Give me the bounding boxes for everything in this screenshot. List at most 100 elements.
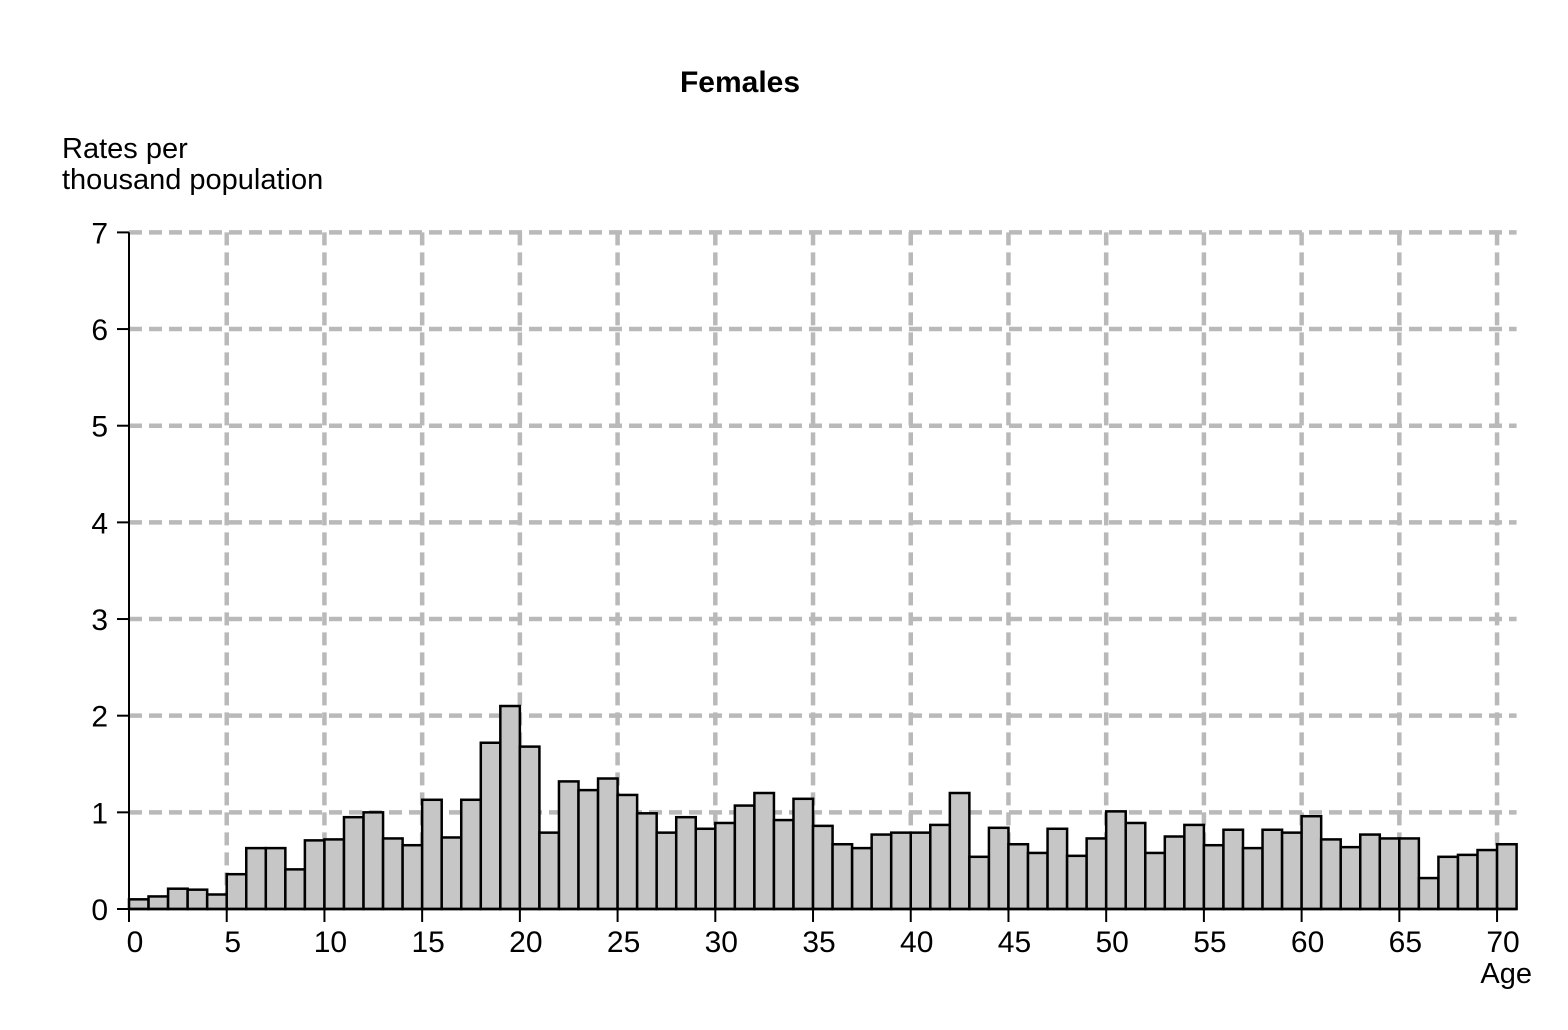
bar bbox=[1319, 838, 1342, 911]
x-tick-label: 35 bbox=[802, 926, 835, 959]
bar bbox=[968, 855, 991, 911]
bar bbox=[1007, 842, 1030, 911]
bar bbox=[362, 811, 385, 911]
bar bbox=[1261, 828, 1284, 911]
bar bbox=[870, 833, 893, 911]
bar bbox=[264, 846, 287, 911]
bar bbox=[1241, 846, 1264, 911]
bar bbox=[245, 846, 268, 911]
y-tick-label: 3 bbox=[91, 604, 108, 637]
bar bbox=[1476, 848, 1499, 911]
y-tick-label: 1 bbox=[91, 797, 108, 830]
bar bbox=[1124, 821, 1147, 911]
y-tick-label: 7 bbox=[91, 217, 108, 250]
bar bbox=[538, 831, 561, 911]
x-tick-label: 60 bbox=[1291, 926, 1324, 959]
bar bbox=[186, 888, 209, 911]
bar bbox=[459, 798, 483, 911]
bar bbox=[987, 826, 1010, 911]
x-tick-label: 25 bbox=[607, 926, 640, 959]
bar bbox=[714, 821, 737, 911]
x-tick-label: 40 bbox=[900, 926, 933, 959]
bar bbox=[811, 824, 834, 911]
bar bbox=[127, 898, 150, 911]
x-tick-label: 65 bbox=[1389, 926, 1422, 959]
x-tick-label: 15 bbox=[411, 926, 444, 959]
bar bbox=[1202, 843, 1225, 911]
bar bbox=[499, 704, 522, 911]
y-axis-title-line2: thousand population bbox=[62, 164, 324, 196]
bar bbox=[596, 777, 619, 911]
bar bbox=[342, 815, 365, 911]
y-axis-title-line1: Rates per bbox=[62, 133, 188, 165]
bar bbox=[1163, 835, 1186, 911]
bar bbox=[831, 842, 854, 911]
bar bbox=[1065, 854, 1088, 911]
bar bbox=[381, 837, 404, 911]
bar bbox=[401, 843, 424, 911]
bar bbox=[1378, 837, 1401, 911]
bar bbox=[303, 839, 326, 911]
y-tick-label: 0 bbox=[91, 894, 108, 927]
bar bbox=[518, 745, 541, 911]
bar bbox=[655, 831, 678, 911]
x-tick-label: 55 bbox=[1193, 926, 1226, 959]
y-tick-label: 5 bbox=[91, 411, 108, 444]
bar bbox=[284, 868, 307, 911]
x-tick-label: 50 bbox=[1095, 926, 1128, 959]
x-tick-label: 10 bbox=[314, 926, 347, 959]
x-tick-label: 30 bbox=[705, 926, 738, 959]
bar bbox=[225, 872, 248, 911]
bar bbox=[1437, 855, 1460, 911]
bar bbox=[1280, 831, 1303, 911]
bar bbox=[889, 831, 912, 911]
bar bbox=[1046, 827, 1069, 911]
bar bbox=[1300, 814, 1323, 911]
bar bbox=[1144, 851, 1167, 911]
bar bbox=[147, 895, 170, 911]
bar bbox=[1222, 828, 1245, 911]
bar bbox=[323, 838, 346, 911]
bar bbox=[616, 793, 639, 911]
bar bbox=[1104, 810, 1127, 911]
bar bbox=[674, 815, 698, 911]
y-tick-label: 6 bbox=[91, 314, 108, 347]
bar bbox=[772, 818, 795, 911]
bar bbox=[557, 780, 580, 911]
bar bbox=[1456, 853, 1479, 911]
x-tick-label: 45 bbox=[998, 926, 1031, 959]
bar bbox=[850, 846, 873, 911]
bar bbox=[1026, 851, 1049, 911]
bar bbox=[929, 823, 952, 911]
x-tick-label: 5 bbox=[224, 926, 241, 959]
y-tick-label: 2 bbox=[91, 701, 108, 734]
y-axis-title: Rates per thousand population bbox=[62, 134, 323, 196]
y-tick-label: 4 bbox=[91, 507, 108, 540]
bar bbox=[479, 741, 502, 911]
bar bbox=[909, 831, 932, 911]
bar bbox=[1085, 837, 1108, 911]
bar bbox=[1495, 842, 1518, 911]
bar bbox=[694, 827, 717, 911]
bar bbox=[948, 791, 971, 911]
x-tick-label: 20 bbox=[509, 926, 542, 959]
bar bbox=[635, 812, 658, 911]
bar bbox=[577, 788, 600, 911]
bar bbox=[166, 887, 189, 911]
bar bbox=[440, 836, 463, 911]
bar bbox=[1398, 837, 1421, 911]
bar bbox=[733, 804, 756, 911]
bar bbox=[1359, 833, 1382, 911]
bar bbox=[1417, 876, 1440, 911]
bar bbox=[205, 893, 228, 911]
chart-title: Females bbox=[679, 66, 801, 99]
bar bbox=[420, 798, 443, 911]
bar bbox=[1339, 845, 1362, 911]
bar bbox=[753, 791, 776, 911]
x-axis-title: Age bbox=[1480, 958, 1532, 990]
bar bbox=[792, 797, 815, 911]
x-tick-label: 70 bbox=[1486, 926, 1519, 959]
x-tick-label: 0 bbox=[127, 926, 144, 959]
